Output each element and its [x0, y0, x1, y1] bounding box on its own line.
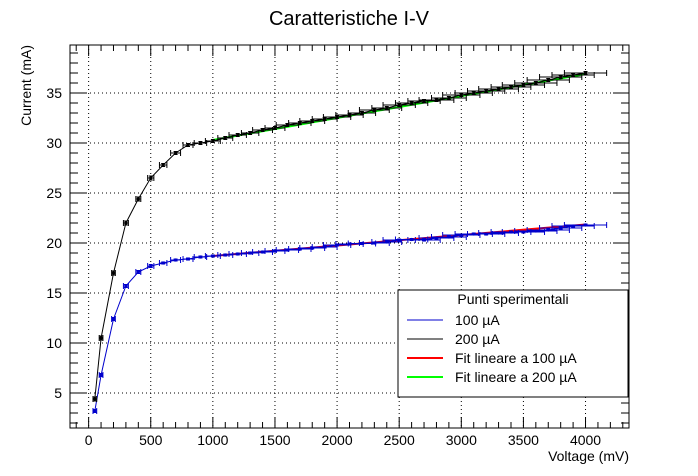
data-point — [248, 131, 252, 135]
y-tick-label: 20 — [46, 235, 62, 251]
data-point — [447, 235, 451, 239]
data-point — [447, 96, 451, 100]
data-point — [211, 139, 215, 143]
data-point — [248, 251, 252, 255]
data-point — [111, 271, 116, 275]
data-point — [496, 87, 501, 91]
data-point — [410, 101, 414, 105]
data-point — [149, 176, 153, 180]
data-point — [124, 221, 128, 225]
data-point — [149, 264, 153, 268]
data-point — [236, 252, 240, 256]
data-point — [472, 91, 476, 95]
data-point — [459, 93, 463, 97]
data-point — [111, 317, 116, 321]
data-point — [186, 143, 190, 147]
data-point — [422, 238, 426, 242]
y-tick-label: 15 — [46, 285, 62, 301]
legend-label: 100 µA — [455, 312, 500, 328]
legend-label: 200 µA — [455, 331, 500, 347]
x-tick-label: 2000 — [321, 432, 352, 448]
data-point — [93, 409, 97, 413]
data-point — [173, 151, 178, 155]
data-point — [385, 240, 389, 244]
data-point — [198, 141, 203, 145]
x-tick-label: 1000 — [197, 432, 228, 448]
data-point — [223, 136, 227, 140]
data-point — [186, 257, 190, 261]
data-point — [223, 253, 227, 257]
data-point — [93, 397, 97, 401]
x-axis: 0 500 1000 1500 2000 2500 3000 3500 4000 — [75, 45, 624, 448]
data-point — [99, 373, 103, 377]
data-point — [236, 133, 240, 137]
x-tick-label: 500 — [139, 432, 163, 448]
data-point — [559, 75, 563, 79]
legend-box — [397, 289, 629, 398]
legend-entries: 100 µA 200 µA Fit lineare a 100 µA Fit line… — [407, 312, 577, 385]
y-tick-label: 30 — [46, 135, 62, 151]
data-point — [397, 103, 401, 107]
x-axis-label: Voltage (mV) — [548, 448, 629, 464]
data-point — [521, 83, 526, 87]
data-point — [546, 228, 550, 232]
data-point — [136, 197, 140, 201]
legend-label: Fit lineare a 100 µA — [455, 350, 577, 366]
x-tick-label: 4000 — [570, 432, 601, 448]
x-tick-label: 0 — [85, 432, 93, 448]
y-tick-label: 25 — [46, 185, 62, 201]
data-point — [161, 163, 165, 167]
chart-title: Caratteristiche I-V — [269, 8, 430, 30]
data-point — [571, 73, 575, 77]
data-point — [534, 81, 538, 85]
data-point — [484, 89, 488, 93]
data-point — [372, 108, 376, 112]
legend-title: Punti sperimentali — [457, 291, 568, 307]
data-point — [173, 258, 178, 262]
data-point — [360, 111, 364, 115]
legend: Punti sperimentali 100 µA 200 µA Fit linea… — [397, 289, 629, 398]
data-point — [509, 85, 513, 89]
legend-label: Fit lineare a 200 µA — [455, 369, 577, 385]
y-tick-label: 10 — [46, 335, 62, 351]
y-axis-label: Current (mA) — [18, 45, 34, 126]
data-point — [136, 270, 140, 274]
y-tick-label: 35 — [46, 85, 62, 101]
data-point — [583, 223, 588, 227]
data-point — [198, 255, 203, 259]
data-point — [546, 78, 550, 82]
data-point — [260, 128, 265, 132]
y-tick-label: 5 — [54, 385, 62, 401]
x-tick-label: 3500 — [508, 432, 539, 448]
data-point — [99, 336, 103, 340]
x-tick-label: 3000 — [446, 432, 477, 448]
data-point — [124, 284, 128, 288]
data-point — [385, 106, 389, 110]
data-point — [559, 226, 563, 230]
data-point — [260, 250, 265, 254]
data-point — [161, 261, 165, 265]
data-point — [434, 98, 439, 102]
data-point — [583, 71, 588, 75]
x-tick-label: 1500 — [259, 432, 290, 448]
x-tick-label: 2500 — [384, 432, 415, 448]
data-point — [211, 254, 215, 258]
data-series — [92, 70, 608, 414]
